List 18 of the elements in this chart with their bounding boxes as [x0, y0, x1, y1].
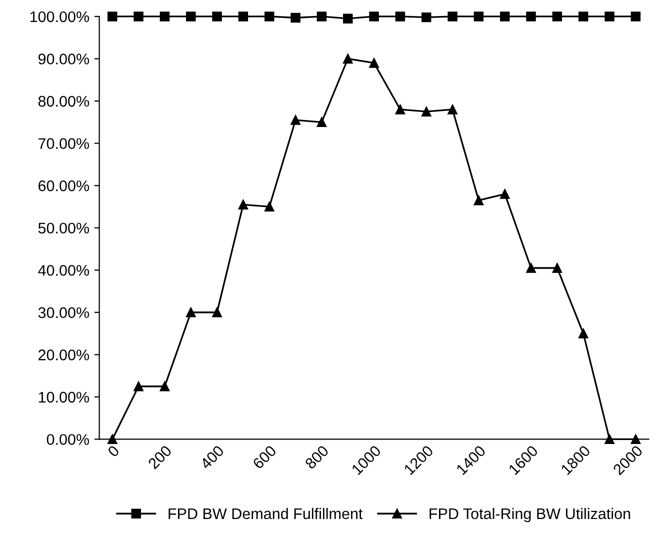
y-tick-label: 40.00% — [38, 264, 90, 276]
y-tick-label: 80.00% — [38, 96, 90, 107]
legend-label: FPD Total-Ring BW Utilization — [430, 508, 630, 522]
y-tick-label: 70.00% — [38, 138, 90, 149]
x-tick-label: 600 — [252, 444, 277, 470]
y-tick-label: 90.00% — [38, 54, 90, 64]
x-tick-label: 0 — [107, 444, 120, 458]
legend-label: FPD BW Demand Fulfillment — [168, 508, 363, 520]
x-tick-label: 200 — [148, 444, 172, 470]
y-tick-label: 60.00% — [38, 180, 90, 192]
x-tick-label: 400 — [200, 444, 225, 470]
y-tick-label: 0.00% — [46, 434, 90, 445]
y-tick-label: 100.00% — [30, 11, 90, 22]
x-tick-label: 800 — [304, 444, 330, 470]
y-tick-label: 50.00% — [38, 222, 90, 234]
y-tick-label: 20.00% — [38, 350, 90, 360]
y-tick-label: 10.00% — [38, 392, 90, 403]
y-tick-label: 30.00% — [38, 307, 90, 318]
